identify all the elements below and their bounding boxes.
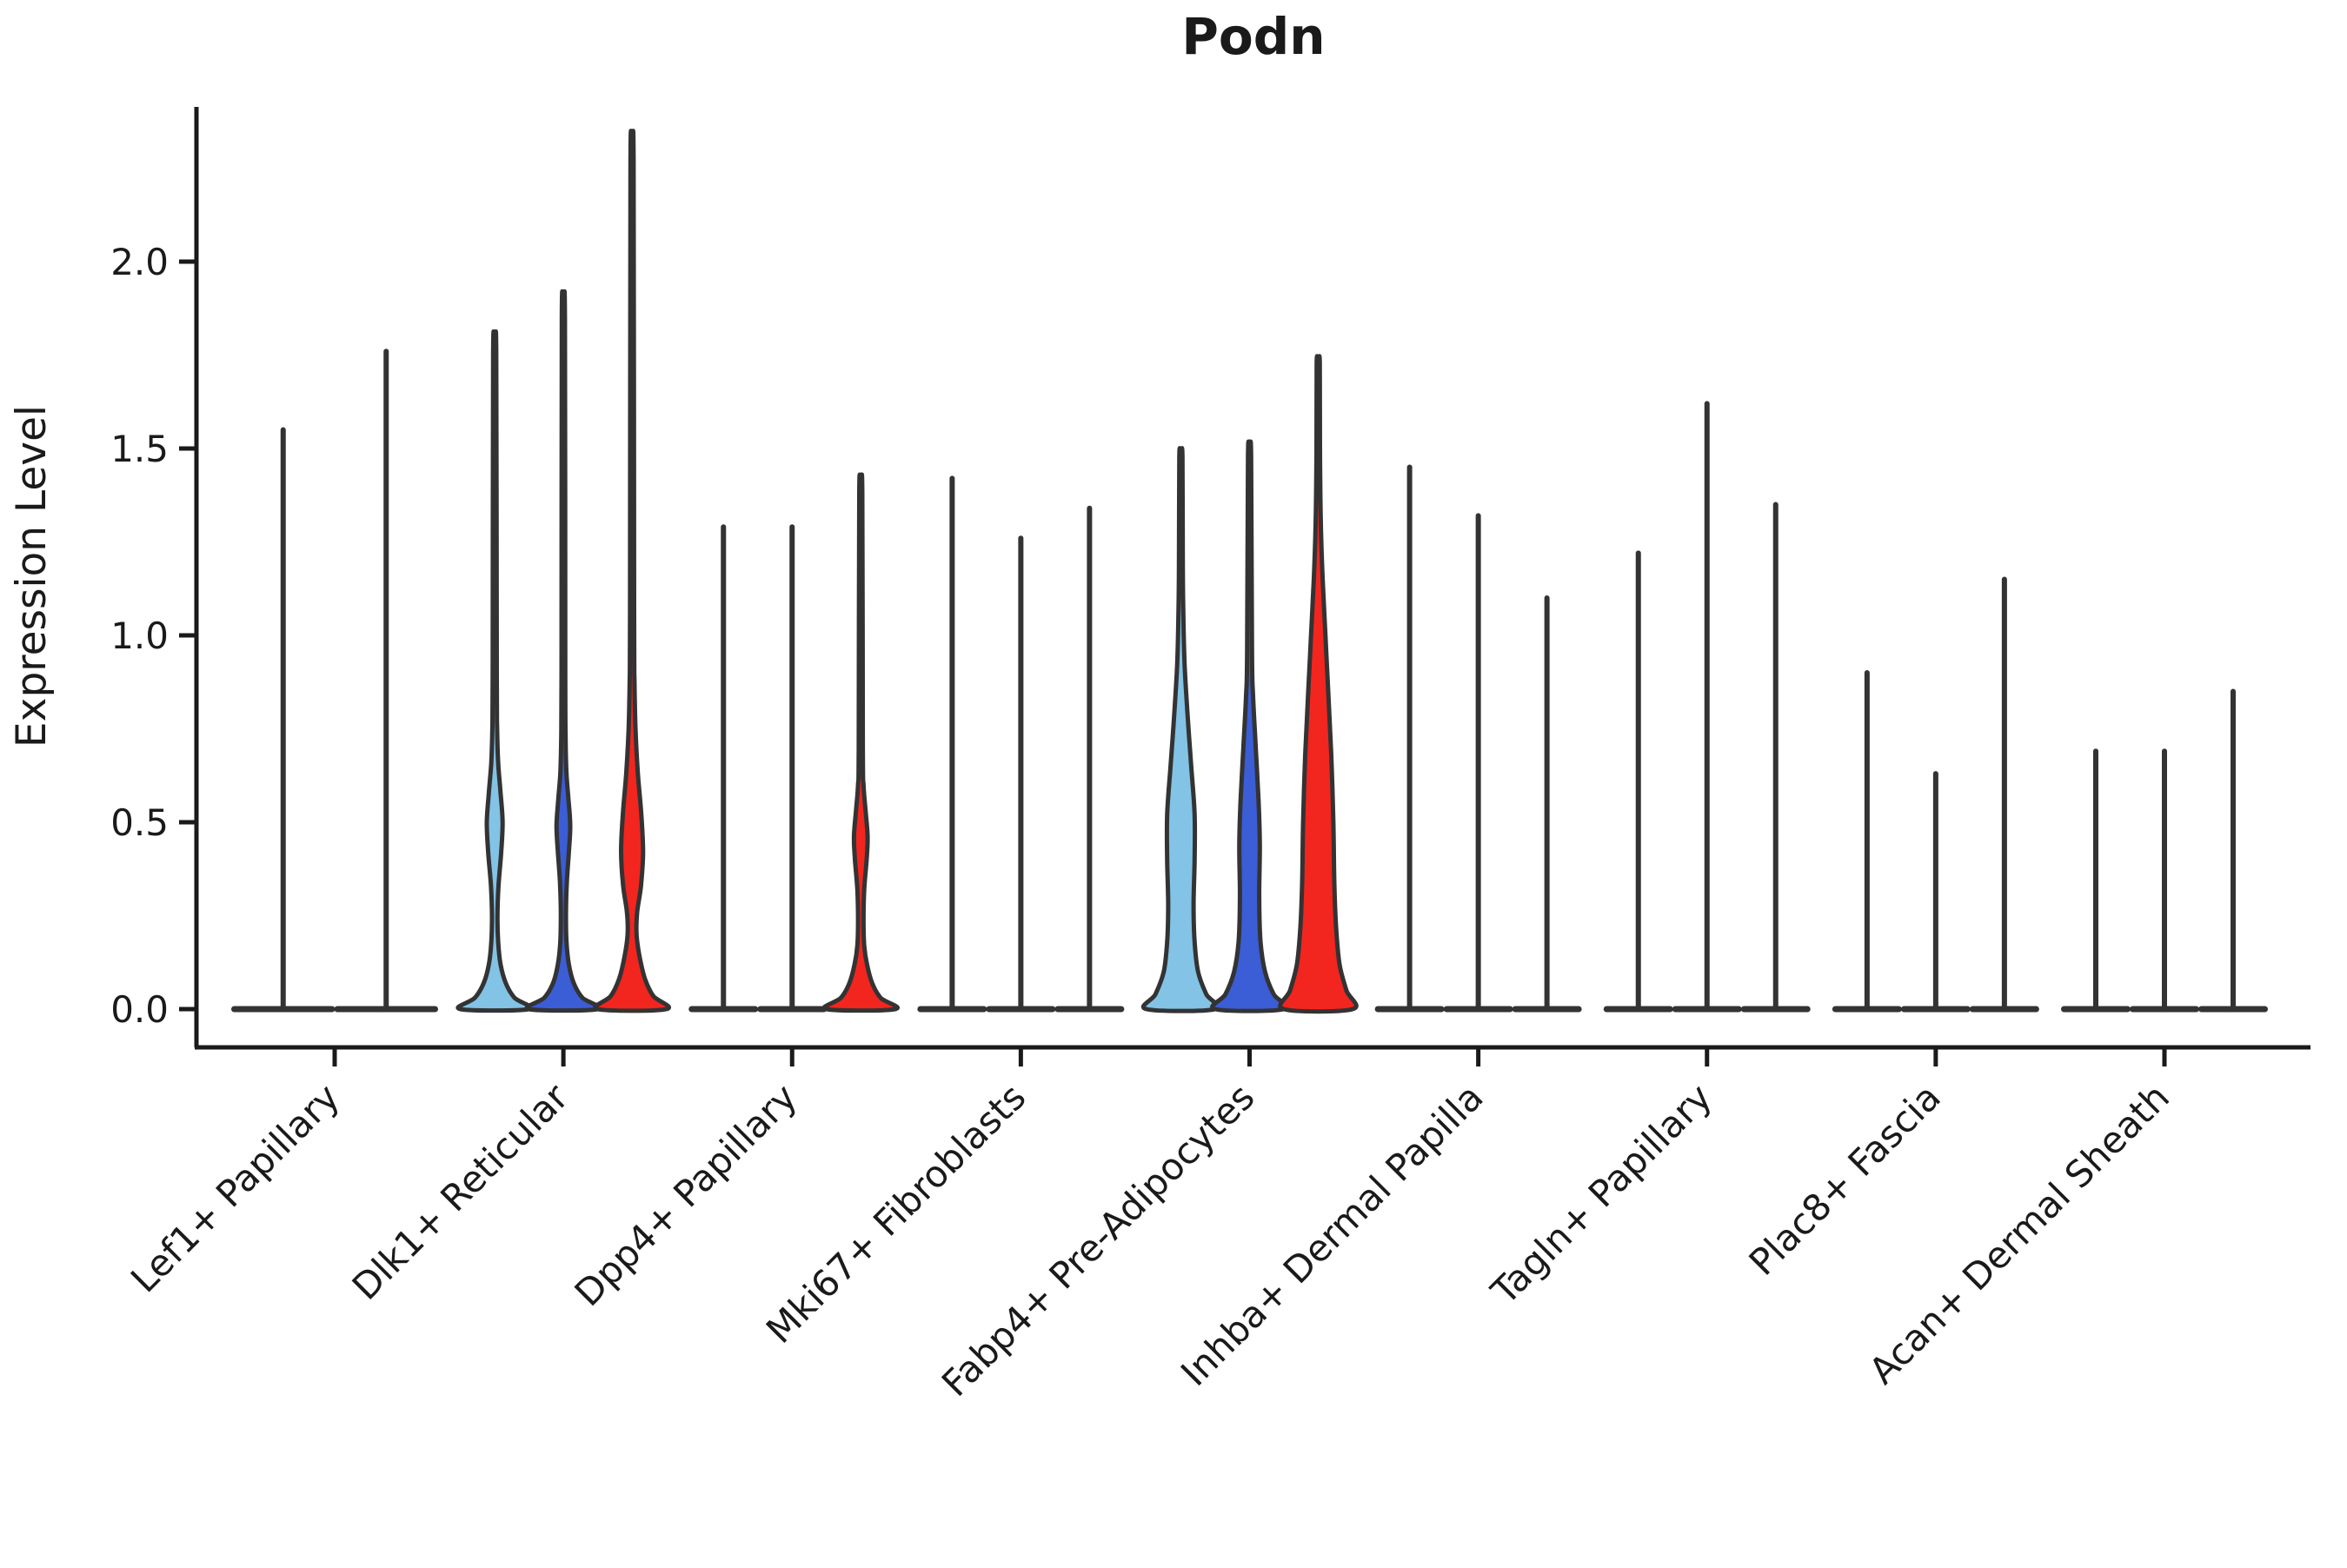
y-tick-label: 1.0 xyxy=(110,615,169,657)
plot-title: Podn xyxy=(1181,7,1325,66)
x-tick-label: Dlk1+ Reticular xyxy=(344,1075,577,1308)
y-axis-label: Expression Level xyxy=(8,405,56,747)
violin-Fabp4+ Pre-Adipocytes xyxy=(1210,439,1289,1013)
y-tick-label: 1.5 xyxy=(110,428,169,470)
violin-Dpp4+ Papillary xyxy=(821,472,900,1013)
x-tick-label: Lef1+ Papillary xyxy=(123,1075,348,1300)
x-tick-label: Tagln+ Papillary xyxy=(1482,1075,1719,1312)
x-tick-label: Dpp4+ Papillary xyxy=(567,1075,806,1314)
y-tick-label: 0.5 xyxy=(110,801,169,844)
violin-Dlk1+ Reticular xyxy=(524,289,602,1013)
violins-layer xyxy=(231,129,2268,1014)
violin-Fabp4+ Pre-Adipocytes xyxy=(1140,446,1221,1013)
violin-Dlk1+ Reticular xyxy=(455,329,534,1013)
x-tick-label: Plac8+ Fascia xyxy=(1741,1075,1949,1283)
y-tick-label: 2.0 xyxy=(110,241,169,283)
y-tick-label: 0.0 xyxy=(110,988,169,1031)
violin-Dlk1+ Reticular xyxy=(593,129,671,1013)
axes xyxy=(179,107,2310,1066)
violin-Fabp4+ Pre-Adipocytes xyxy=(1278,354,1359,1014)
x-tick-label: Mki67+ Fibroblasts xyxy=(758,1075,1034,1351)
